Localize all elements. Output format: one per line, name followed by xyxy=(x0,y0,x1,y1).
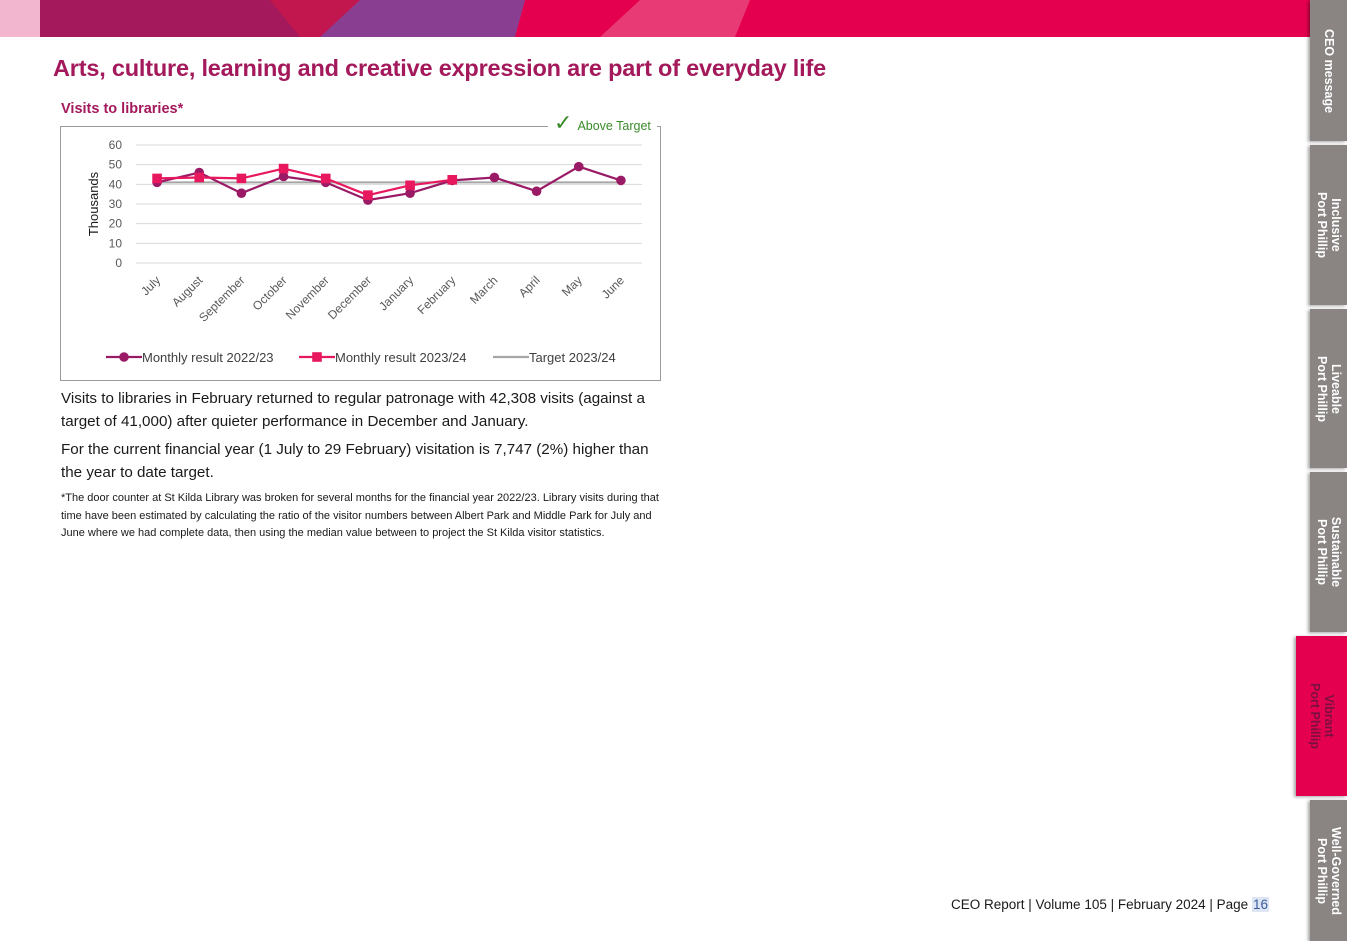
y-tick-label: 0 xyxy=(115,256,122,270)
y-tick-label: 30 xyxy=(109,197,123,211)
page-number: 16 xyxy=(1251,897,1269,912)
y-tick-label: 40 xyxy=(109,177,123,191)
data-point xyxy=(616,175,626,186)
legend-marker xyxy=(119,352,129,362)
tab-label: Liveable Port Phillip xyxy=(1314,355,1343,422)
footer-text: CEO Report | Volume 105 | February 2024 … xyxy=(951,897,1252,912)
status-label: Above Target xyxy=(577,119,651,133)
page-footer: CEO Report | Volume 105 | February 2024 … xyxy=(951,897,1269,912)
data-point xyxy=(236,188,247,198)
y-tick-label: 10 xyxy=(109,236,123,250)
x-tick-label: November xyxy=(283,273,332,322)
tab-label: CEO message xyxy=(1321,28,1336,113)
y-tick-label: 50 xyxy=(109,158,123,172)
tab-ceo-message[interactable]: CEO message xyxy=(1310,0,1347,141)
x-tick-label: April xyxy=(516,273,543,300)
data-point xyxy=(489,172,500,183)
footnote: *The door counter at St Kilda Library wa… xyxy=(61,492,659,539)
top-banner xyxy=(0,0,1312,37)
y-axis-label: Thousands xyxy=(86,171,101,236)
tab-label: Inclusive Port Phillip xyxy=(1314,192,1343,258)
x-tick-label: October xyxy=(250,273,290,313)
data-point xyxy=(363,190,373,200)
tab-inclusive[interactable]: Inclusive Port Phillip xyxy=(1310,145,1347,305)
tab-label: Vibrant Port Phillip xyxy=(1307,683,1336,749)
data-point xyxy=(405,180,415,191)
chart-title: Visits to libraries* xyxy=(61,101,184,117)
legend-label: Monthly result 2022/23 xyxy=(142,350,274,365)
data-point xyxy=(236,173,247,184)
data-point xyxy=(320,173,331,184)
x-tick-label: December xyxy=(325,273,374,322)
x-tick-label: May xyxy=(559,273,585,299)
data-point xyxy=(531,186,542,197)
tab-sustainable[interactable]: Sustainable Port Phillip xyxy=(1310,472,1347,632)
legend-marker xyxy=(312,352,322,362)
x-tick-label: August xyxy=(169,273,206,310)
x-tick-label: June xyxy=(599,273,628,302)
line-chart: 0 10 20 30 40 50 60 Thousands July AugustSeptembe… xyxy=(86,138,642,365)
x-tick-label: March xyxy=(467,273,500,306)
data-point xyxy=(194,172,205,183)
page-heading: Arts, culture, learning and creative exp… xyxy=(53,55,826,81)
side-navigation: CEO message Inclusive Port Phillip Liveab… xyxy=(1296,0,1347,941)
banner-graphic xyxy=(0,0,1312,37)
tab-vibrant[interactable]: Vibrant Port Phillip xyxy=(1296,636,1347,796)
check-icon: ✓ xyxy=(554,110,573,135)
legend-label: Monthly result 2023/24 xyxy=(335,350,467,365)
tab-label: Well-Governed Port Phillip xyxy=(1314,826,1343,915)
data-point xyxy=(278,171,289,182)
data-point xyxy=(152,173,162,184)
data-point xyxy=(447,175,458,185)
x-tick-label: July xyxy=(138,273,163,298)
tab-well-governed[interactable]: Well-Governed Port Phillip xyxy=(1310,800,1347,941)
x-tick-label: September xyxy=(196,273,247,324)
paragraph-2: For the current financial year (1 July t… xyxy=(61,441,649,481)
series-line xyxy=(157,167,453,197)
series-line xyxy=(156,165,622,202)
data-point xyxy=(405,188,415,198)
data-point xyxy=(278,163,289,174)
y-tick-label: 60 xyxy=(109,138,123,152)
tab-liveable[interactable]: Liveable Port Phillip xyxy=(1310,309,1347,468)
x-tick-label: February xyxy=(415,273,459,317)
tab-label: Sustainable Port Phillip xyxy=(1314,516,1343,588)
y-tick-label: 20 xyxy=(109,217,123,231)
paragraph-1: Visits to libraries in February returned… xyxy=(61,390,645,430)
chart-container: 0 10 20 30 40 50 60 Thousands July August Septembe… xyxy=(60,126,661,381)
data-point xyxy=(573,161,584,172)
status-indicator: ✓ Above Target xyxy=(548,110,657,134)
legend-label: Target 2023/24 xyxy=(529,350,616,365)
x-tick-label: January xyxy=(376,273,416,313)
